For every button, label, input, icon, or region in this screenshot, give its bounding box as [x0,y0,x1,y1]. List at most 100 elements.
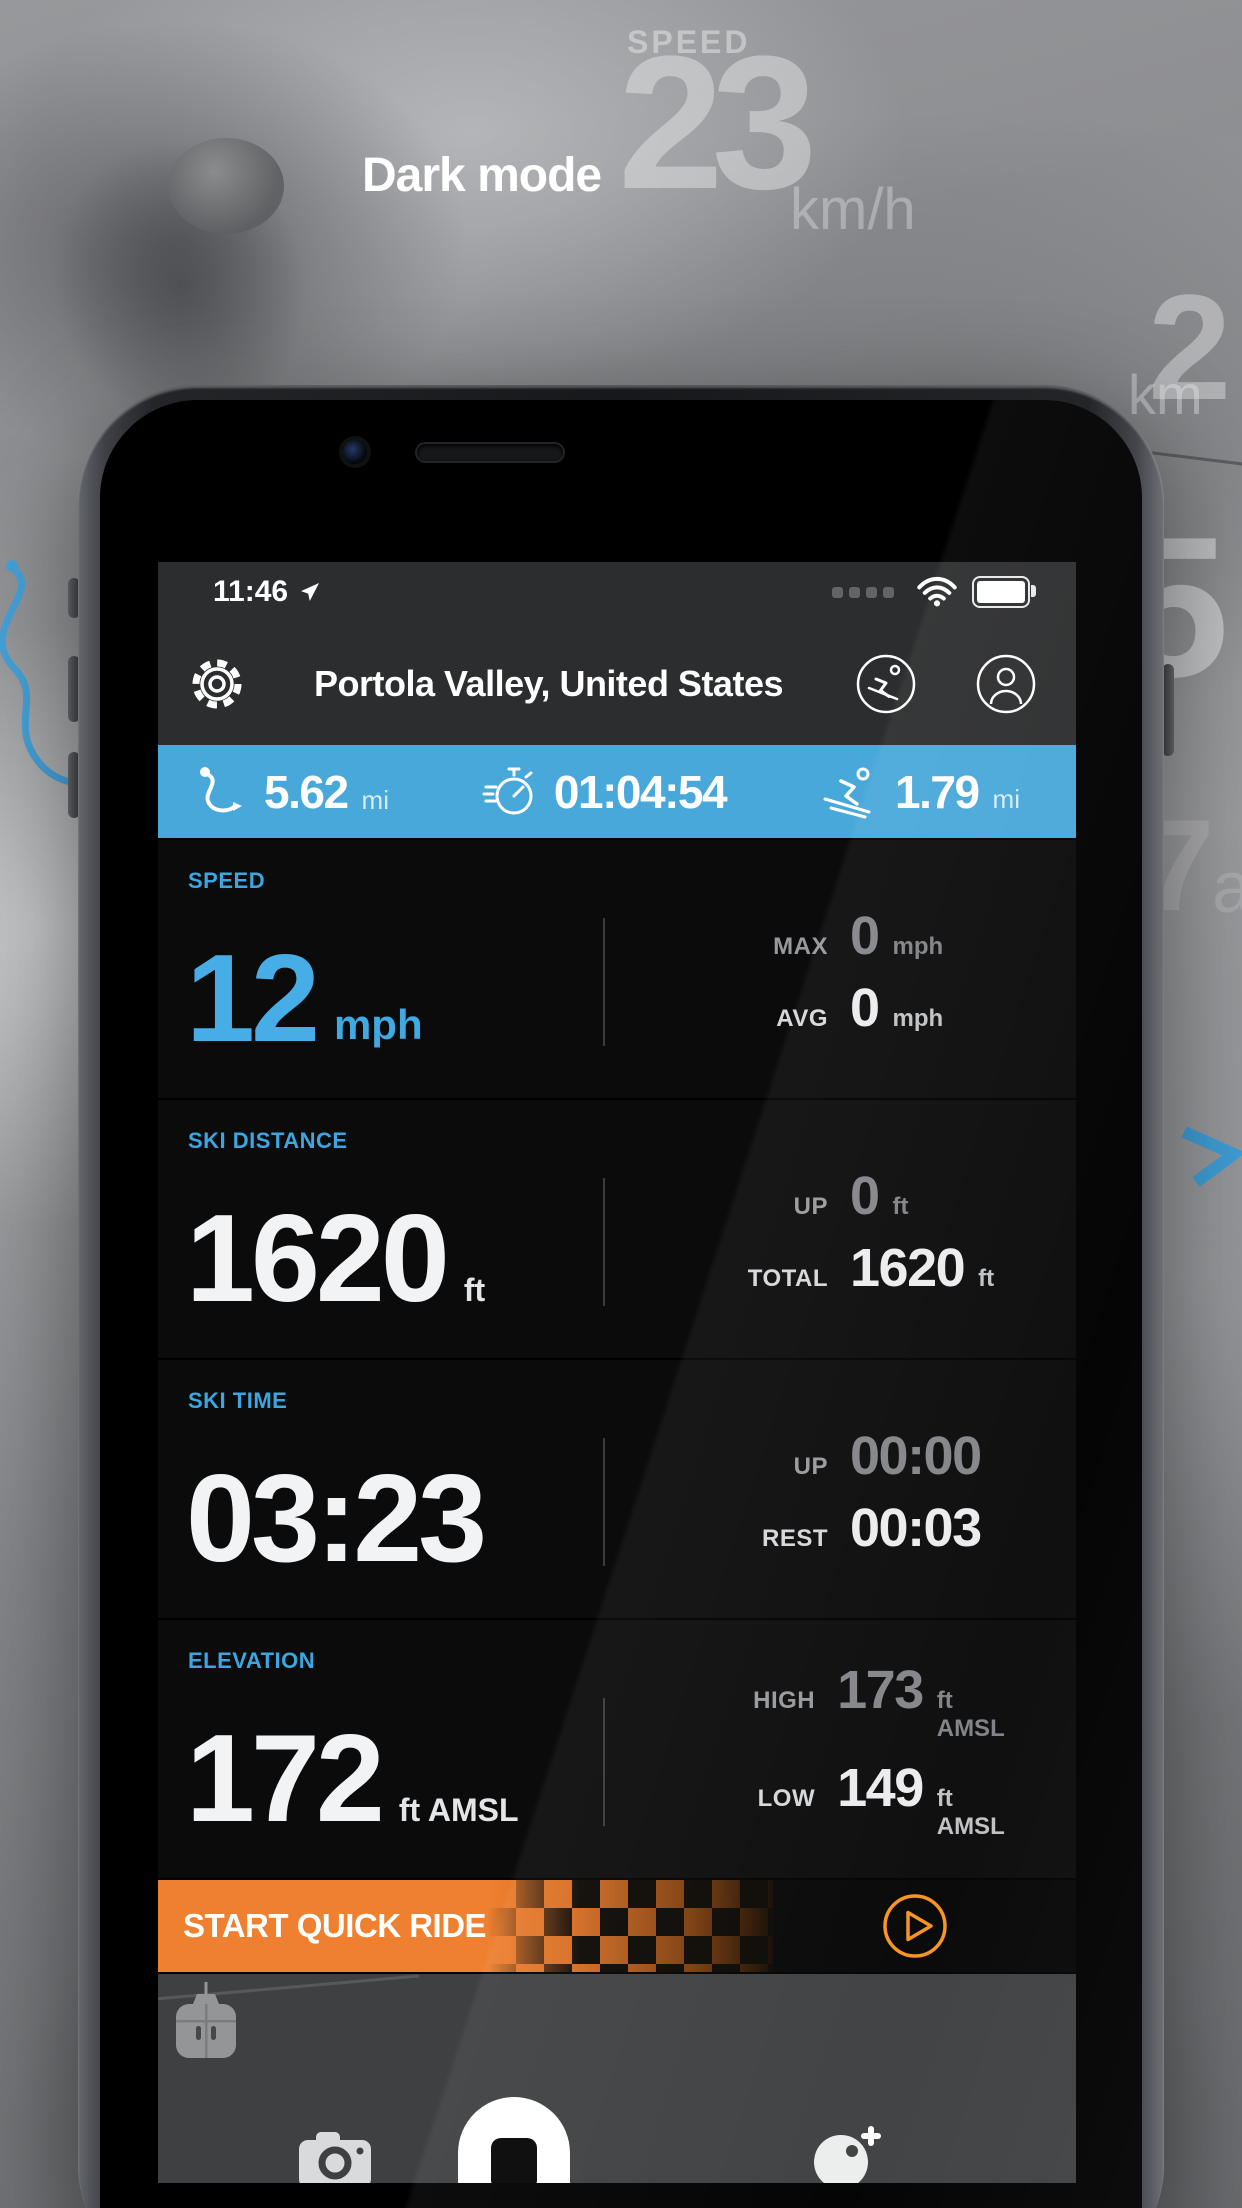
camera-button[interactable] [297,2130,373,2183]
panel-elevation: ELEVATION 172 ft AMSL HIGH 173 ft AMSL [158,1620,1076,1878]
stat-label: AVG [776,1005,828,1032]
trip-distance-unit: mi [361,784,389,815]
stat-value: 1620 [850,1238,966,1298]
ski-distance-value: 1.79 [895,765,980,818]
route-icon [200,766,242,812]
stat-label: MAX [773,933,828,960]
settings-gear-button[interactable] [191,658,243,710]
mute-switch [68,578,80,618]
stat-row-low: LOW 149 ft AMSL [718,1761,1016,1841]
action-row: START QUICK RIDE [158,1880,1076,1972]
stat-value: 0 [850,906,880,966]
stat-label: UP [793,1193,828,1220]
panel-main: 03:23 [186,1450,501,1589]
clock: 11:46 [213,575,289,608]
stat-row-avg: AVG 0 mph [718,981,1016,1035]
play-icon [882,1894,947,1958]
stat-row-high: HIGH 173 ft AMSL [718,1663,1016,1743]
bg-fragment-km: km [1128,363,1203,426]
panel-label: SKI DISTANCE [188,1128,348,1153]
trip-duration-value: 01:04:54 [553,765,728,818]
bg-speed-unit: km/h [790,177,916,242]
start-quick-ride-button[interactable]: START QUICK RIDE [158,1880,488,1972]
stat-unit: mph [892,933,944,960]
elevation-value: 172 [186,1710,385,1849]
stopwatch-icon [482,767,533,814]
elevation-unit: ft AMSL [398,1792,519,1828]
ski-distance-value: 1620 [186,1190,450,1329]
panel-label: ELEVATION [188,1648,316,1673]
panel-speed: SPEED 12 mph MAX 0 mph AVG [158,840,1076,1098]
stat-unit: ft [978,1265,995,1292]
stop-square-icon [491,2138,537,2183]
background-skier-helmet [168,138,284,234]
stat-value: 0 [850,1166,880,1226]
front-camera [343,440,367,464]
panel-label: SKI TIME [188,1388,288,1413]
bg-speed-label: SPEED [627,24,751,60]
slide-title: Dark mode [362,149,602,202]
start-quick-ride-label: START QUICK RIDE [183,1907,487,1944]
panel-label: SPEED [188,868,266,893]
trip-ski-distance: 1.79 mi [819,765,1020,819]
panel-main: 12 mph [186,937,423,1061]
panel-main: 1620 ft [186,1190,486,1329]
ski-distance-unit: ft [463,1272,486,1308]
stat-value: 149 [837,1758,924,1818]
stat-row-up: UP 00:00 [718,1429,1016,1483]
stat-label: LOW [757,1785,816,1812]
resort-location-title: Portola Valley, United States [314,662,784,704]
stat-value: 173 [837,1660,924,1720]
trip-duration: 01:04:54 [482,763,728,821]
direction-arrow-graphic [1181,1126,1242,1187]
location-services-icon [298,580,322,604]
panel-side-stats: HIGH 173 ft AMSL LOW 149 ft AMSL [718,1620,1016,1878]
stat-label: TOTAL [747,1265,828,1292]
stat-unit: ft [892,1193,909,1220]
status-icons [832,576,1036,608]
phone-glass: 11:46 [100,400,1142,2208]
panel-divider [603,1178,605,1306]
record-button[interactable] [458,2097,570,2183]
app-header: Portola Valley, United States [158,622,1076,745]
stat-row-max: MAX 0 mph [718,909,1016,963]
ski-time-value: 03:23 [186,1450,487,1589]
panel-ski-distance: SKI DISTANCE 1620 ft UP 0 ft TOTAL [158,1100,1076,1358]
battery-icon [972,576,1036,608]
bottom-bar [158,1974,1076,2183]
stat-value: 00:00 [850,1426,982,1486]
panel-side-stats: MAX 0 mph AVG 0 mph [718,840,1016,1098]
power-button [1162,664,1174,756]
stat-value: 00:03 [850,1498,982,1558]
ski-mode-button[interactable] [854,652,918,716]
stat-row-total: TOTAL 1620 ft [718,1241,1016,1295]
stat-unit: ft AMSL [936,1687,1005,1742]
panel-side-stats: UP 00:00 REST 00:03 [718,1360,1016,1618]
status-bar: 11:46 [158,562,1076,622]
panel-main: 172 ft AMSL [186,1710,519,1849]
add-buddy-button[interactable] [813,2124,885,2183]
trip-distance-value: 5.62 [264,765,349,818]
panel-divider [603,1698,605,1826]
stat-label: REST [761,1525,828,1552]
ski-distance-unit: mi [992,783,1020,814]
stat-value: 0 [850,978,880,1038]
header-actions [854,652,1038,716]
earpiece-speaker [417,444,563,461]
stat-unit: mph [892,1005,944,1032]
volume-up-button [68,656,80,722]
speed-unit: mph [333,1001,423,1048]
panel-divider [603,918,605,1046]
stat-label: HIGH [753,1687,816,1714]
profile-button[interactable] [974,652,1038,716]
app-screen: 11:46 [158,562,1076,2183]
checkered-flag-pattern [488,1880,773,1972]
trip-total-distance: 5.62 mi [196,764,389,820]
trip-summary-bar: 5.62 mi 01:04:54 [158,745,1076,838]
panel-side-stats: UP 0 ft TOTAL 1620 ft [718,1100,1016,1358]
stat-label: UP [793,1453,828,1480]
bg-speed-value: 23 [618,17,817,229]
phone-mockup: 11:46 [78,385,1164,2208]
play-button[interactable] [773,1880,1076,1972]
volume-down-button [68,752,80,818]
